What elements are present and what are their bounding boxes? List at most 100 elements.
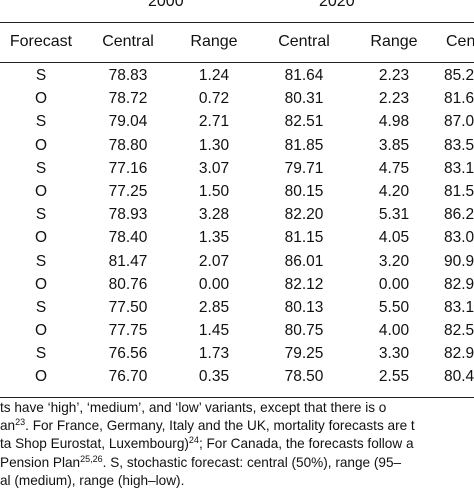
central-2020: 80.13 bbox=[284, 298, 324, 316]
table-row: O 80.76 0.00 82.12 0.00 82.9 bbox=[0, 273, 474, 296]
reference-number: 25,26 bbox=[80, 453, 103, 464]
central-next: 82.9 bbox=[444, 275, 474, 293]
range-2000: 2.71 bbox=[198, 113, 230, 131]
table-row: S 79.04 2.71 82.51 4.98 87.0 bbox=[0, 110, 474, 133]
central-2000: 79.04 bbox=[108, 113, 148, 131]
range-2000: 1.45 bbox=[198, 322, 230, 340]
footnote-line: Pension Plan25,26. S, stochastic forecas… bbox=[0, 454, 474, 472]
central-2020: 81.85 bbox=[284, 136, 324, 154]
forecast-type: S bbox=[35, 159, 47, 177]
central-2000: 78.72 bbox=[108, 90, 148, 108]
year-header-2000: 2000 bbox=[148, 0, 184, 10]
table-row: O 78.72 0.72 80.31 2.23 81.6 bbox=[0, 87, 474, 110]
central-next: 86.2 bbox=[444, 206, 474, 224]
reference-number: 23 bbox=[15, 417, 26, 428]
table-row: S 78.83 1.24 81.64 2.23 85.2 bbox=[0, 64, 474, 87]
range-2000: 1.24 bbox=[198, 67, 230, 84]
central-2000: 77.25 bbox=[108, 182, 148, 200]
central-2020: 82.51 bbox=[284, 113, 324, 131]
range-2020: 5.50 bbox=[378, 298, 410, 316]
central-next: 80.4 bbox=[444, 368, 474, 386]
central-2000: 78.93 bbox=[108, 206, 148, 224]
footnote-text-group: ta Shop Eurostat, Luxembourg)24; For Can… bbox=[0, 435, 414, 453]
column-header-row: Forecast Central Range Central Range Cen… bbox=[0, 30, 474, 54]
header-range-2000: Range bbox=[190, 33, 238, 50]
central-2020: 80.75 bbox=[284, 322, 324, 340]
central-2000: 78.40 bbox=[108, 229, 148, 247]
range-2000: 2.85 bbox=[198, 298, 230, 316]
table-row: S 81.47 2.07 86.01 3.20 90.9 bbox=[0, 250, 474, 273]
central-2020: 78.50 bbox=[284, 368, 324, 386]
central-2000: 80.76 bbox=[108, 275, 148, 293]
central-next: 83.5 bbox=[444, 136, 474, 154]
central-2000: 76.56 bbox=[108, 345, 148, 363]
footnote-line: al (medium), range (high–low). bbox=[0, 472, 474, 490]
table-row: S 77.50 2.85 80.13 5.50 83.1 bbox=[0, 296, 474, 319]
forecast-type: O bbox=[34, 90, 48, 108]
range-2020: 3.85 bbox=[378, 136, 410, 154]
table-bottom-rule bbox=[0, 397, 474, 398]
forecast-type: S bbox=[35, 67, 47, 84]
central-2000: 81.47 bbox=[108, 252, 148, 270]
forecast-type: S bbox=[35, 298, 47, 316]
table-row: O 78.80 1.30 81.85 3.85 83.5 bbox=[0, 134, 474, 157]
central-next: 81.6 bbox=[444, 90, 474, 108]
central-2000: 76.70 bbox=[108, 368, 148, 386]
footnote-text: an bbox=[0, 418, 16, 434]
range-2000: 1.73 bbox=[198, 345, 230, 363]
range-2000: 0.72 bbox=[198, 90, 230, 108]
table-row: O 76.70 0.35 78.50 2.55 80.4 bbox=[0, 365, 474, 388]
footnote-line: an23. For France, Germany, Italy and the… bbox=[0, 417, 474, 435]
range-2020: 2.55 bbox=[378, 368, 410, 386]
forecast-type: O bbox=[34, 136, 48, 154]
footnote-text-group: Pension Plan25,26. S, stochastic forecas… bbox=[0, 454, 401, 472]
range-2020: 5.31 bbox=[378, 206, 410, 224]
range-2020: 4.05 bbox=[378, 229, 410, 247]
forecast-type: S bbox=[35, 345, 47, 363]
header-forecast: Forecast bbox=[9, 33, 73, 50]
central-2000: 77.75 bbox=[108, 322, 148, 340]
central-2020: 80.31 bbox=[284, 90, 324, 108]
range-2020: 3.20 bbox=[378, 252, 410, 270]
range-2000: 3.28 bbox=[198, 206, 230, 224]
range-2000: 0.35 bbox=[198, 368, 230, 386]
range-2020: 3.30 bbox=[378, 345, 410, 363]
range-2000: 1.35 bbox=[198, 229, 230, 247]
table-top-rule bbox=[0, 22, 474, 23]
header-central-next: Cent bbox=[446, 33, 474, 50]
forecast-type: O bbox=[34, 229, 48, 247]
range-2000: 3.07 bbox=[198, 159, 230, 177]
footnote-line: ta Shop Eurostat, Luxembourg)24; For Can… bbox=[0, 435, 474, 453]
range-2020: 4.98 bbox=[378, 113, 410, 131]
central-next: 83.1 bbox=[444, 298, 474, 316]
footnote-text-group: an23. For France, Germany, Italy and the… bbox=[0, 417, 415, 435]
central-2020: 79.25 bbox=[284, 345, 324, 363]
forecast-type: O bbox=[34, 275, 48, 293]
central-next: 83.1 bbox=[444, 159, 474, 177]
central-next: 85.2 bbox=[444, 67, 474, 84]
table-footnotes: ts have ‘high’, ‘medium’, and ‘low’ vari… bbox=[0, 399, 474, 490]
central-2020: 79.71 bbox=[284, 159, 324, 177]
central-2020: 81.15 bbox=[284, 229, 324, 247]
central-2020: 80.15 bbox=[284, 182, 324, 200]
range-2000: 1.50 bbox=[198, 182, 230, 200]
range-2020: 0.00 bbox=[378, 275, 410, 293]
reference-number: 24 bbox=[188, 435, 199, 446]
table-row: S 76.56 1.73 79.25 3.30 82.9 bbox=[0, 342, 474, 365]
central-2020: 81.64 bbox=[284, 67, 324, 84]
forecast-type: O bbox=[34, 182, 48, 200]
central-2000: 78.80 bbox=[108, 136, 148, 154]
central-2000: 77.16 bbox=[108, 159, 148, 177]
header-range-2020: Range bbox=[370, 33, 418, 50]
table-row: O 77.25 1.50 80.15 4.20 81.5 bbox=[0, 180, 474, 203]
footnote-text: . For France, Germany, Italy and the UK,… bbox=[25, 418, 415, 434]
footnote-text: . S, stochastic forecast: central (50%),… bbox=[102, 454, 402, 470]
footnote-text: ts have ‘high’, ‘medium’, and ‘low’ vari… bbox=[0, 400, 387, 415]
footnote-text: al (medium), range (high–low). bbox=[0, 472, 185, 488]
forecast-type: O bbox=[34, 368, 48, 386]
range-2000: 0.00 bbox=[198, 275, 230, 293]
range-2020: 4.75 bbox=[378, 159, 410, 177]
header-rule bbox=[0, 62, 474, 63]
range-2020: 4.20 bbox=[378, 182, 410, 200]
central-2000: 78.83 bbox=[108, 67, 148, 84]
